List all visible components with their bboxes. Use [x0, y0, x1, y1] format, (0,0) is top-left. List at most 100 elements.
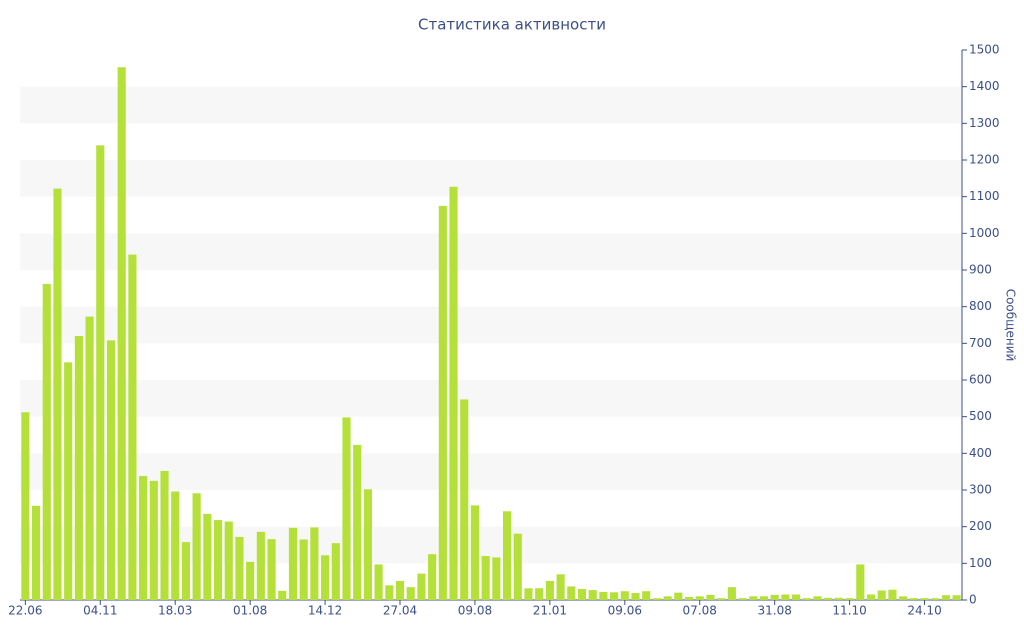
bar — [545, 580, 554, 600]
x-tick-label: 21.01 — [533, 604, 567, 618]
bar — [299, 539, 308, 600]
y-tick-label: 100 — [969, 556, 992, 570]
bar — [149, 480, 158, 600]
bar — [824, 597, 833, 600]
bar — [845, 598, 854, 600]
bar — [866, 594, 876, 600]
bar — [631, 593, 640, 600]
x-tick-label: 09.06 — [608, 604, 642, 618]
bar — [577, 589, 587, 600]
bar — [428, 554, 437, 600]
bar — [139, 476, 148, 600]
bar — [96, 145, 105, 601]
bar — [535, 588, 544, 600]
x-tick-label: 09.08 — [458, 604, 492, 618]
bar — [834, 597, 843, 600]
y-tick-label: 200 — [969, 519, 992, 533]
y-tick-label: 400 — [969, 446, 992, 460]
bar — [449, 186, 458, 600]
bar — [652, 598, 661, 600]
bar — [192, 493, 201, 600]
bar — [203, 513, 212, 600]
bar — [909, 598, 918, 600]
y-tick-label: 1300 — [969, 116, 1000, 130]
bar — [920, 598, 929, 600]
x-tick-label: 14.12 — [308, 604, 342, 618]
bar — [363, 489, 372, 600]
bar — [42, 283, 51, 600]
bar — [727, 587, 736, 600]
bar — [128, 254, 137, 600]
bar — [663, 596, 672, 600]
bar — [117, 67, 126, 600]
bar — [438, 205, 447, 601]
bar — [792, 594, 801, 600]
y-tick-label: 1400 — [969, 79, 1000, 93]
y-tick-label: 600 — [969, 373, 992, 387]
bar — [952, 595, 961, 600]
bar — [738, 598, 747, 600]
bar — [684, 597, 694, 600]
y-tick-label: 800 — [969, 299, 992, 313]
y-tick-label: 300 — [969, 483, 992, 497]
bar — [877, 590, 886, 600]
x-tick-label: 31.08 — [757, 604, 791, 618]
bar — [256, 531, 265, 600]
grid-band — [20, 453, 962, 490]
x-tick-label: 22.06 — [8, 604, 42, 618]
bar — [74, 336, 83, 600]
x-tick-label: 27.04 — [383, 604, 417, 618]
bar — [899, 596, 908, 600]
bar — [235, 536, 244, 600]
bar — [385, 585, 394, 600]
y-tick-label: 500 — [969, 409, 992, 423]
bar — [888, 589, 897, 600]
grid-band — [20, 380, 962, 417]
bar — [395, 580, 405, 600]
bar — [674, 592, 683, 600]
bar — [524, 588, 533, 600]
bar — [278, 590, 287, 600]
y-axis-label: Сообщений — [1004, 289, 1018, 362]
bar — [160, 470, 169, 600]
bar — [213, 520, 223, 600]
bar — [181, 542, 190, 600]
grid-band — [20, 233, 962, 270]
x-tick-label: 11.10 — [832, 604, 866, 618]
bar — [460, 399, 469, 600]
chart-title: Статистика активности — [418, 16, 606, 34]
y-tick-label: 0 — [969, 593, 977, 607]
bar — [64, 362, 73, 600]
bar — [106, 340, 116, 600]
bar — [470, 505, 480, 600]
bar — [374, 564, 383, 600]
y-tick-label: 900 — [969, 263, 992, 277]
bar — [781, 594, 790, 600]
bar — [171, 491, 180, 600]
y-tick-label: 1500 — [969, 43, 1000, 57]
x-tick-label: 04.11 — [83, 604, 117, 618]
y-tick-label: 700 — [969, 336, 992, 350]
bar — [331, 543, 340, 600]
x-tick-label: 18.03 — [158, 604, 192, 618]
bar — [417, 573, 426, 600]
bar — [556, 574, 565, 600]
grid-band — [20, 306, 962, 344]
bar — [856, 564, 865, 600]
x-tick-label: 01.08 — [233, 604, 267, 618]
bar — [749, 596, 758, 600]
bar — [588, 590, 597, 600]
bar — [85, 316, 94, 600]
bar — [642, 591, 651, 600]
bar — [620, 591, 629, 600]
bar — [310, 527, 319, 600]
bar — [941, 595, 951, 600]
bar — [513, 533, 522, 600]
bar — [813, 596, 822, 600]
bar — [288, 527, 298, 600]
bar — [492, 557, 501, 600]
y-tick-label: 1100 — [969, 189, 1000, 203]
x-tick-label: 24.10 — [907, 604, 941, 618]
y-tick-label: 1000 — [969, 226, 1000, 240]
